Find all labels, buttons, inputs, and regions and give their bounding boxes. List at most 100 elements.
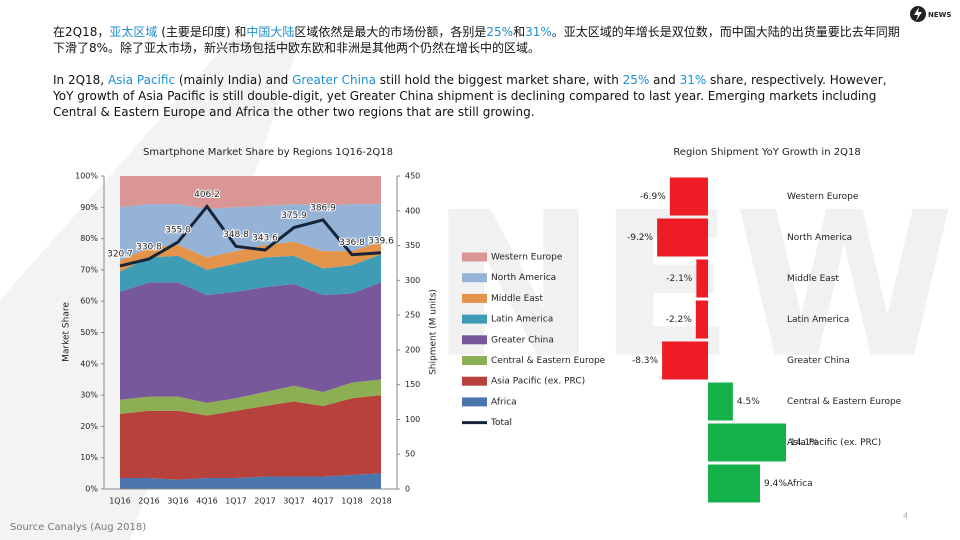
value-label: -6.9% bbox=[640, 192, 667, 202]
text: 和 bbox=[513, 25, 526, 39]
value-label: 355.0 bbox=[165, 226, 191, 236]
area bbox=[120, 254, 381, 295]
y-tick-label: 100% bbox=[75, 172, 98, 181]
bar bbox=[669, 177, 708, 216]
y2-tick-label: 250 bbox=[405, 311, 420, 320]
y-tick-label: 20% bbox=[80, 422, 98, 431]
value-label: 14.1% bbox=[790, 438, 819, 448]
highlight-text: 31% bbox=[679, 73, 707, 87]
source: Source Canalys (Aug 2018) bbox=[10, 522, 146, 533]
logo: NEWS bbox=[928, 11, 951, 19]
highlight-text: 中国大陆 bbox=[246, 25, 295, 39]
value-label: 4.5% bbox=[737, 397, 760, 407]
area bbox=[120, 204, 381, 261]
bar bbox=[708, 423, 786, 462]
y2-tick-label: 450 bbox=[405, 172, 420, 181]
y-tick-label: 80% bbox=[80, 234, 98, 243]
highlight-text: Asia Pacific bbox=[107, 73, 176, 87]
text: In 2Q18, bbox=[53, 73, 108, 87]
highlight-text: 亚太区域 bbox=[109, 25, 158, 39]
y2-tick-label: 50 bbox=[405, 450, 415, 459]
bar bbox=[696, 259, 708, 298]
category-label: Latin America bbox=[787, 315, 849, 325]
text: 区域依然是最大的市场份额，各别是 bbox=[294, 25, 487, 39]
value-label: 9.4% bbox=[764, 479, 787, 489]
text: share, respectively. However, YoY growth… bbox=[53, 73, 887, 119]
category-label: Central & Eastern Europe bbox=[787, 397, 902, 407]
y2-tick-label: 0 bbox=[405, 485, 410, 494]
y-tick-label: 30% bbox=[80, 391, 98, 400]
legend-label: Central & Eastern Europe bbox=[491, 356, 606, 366]
paragraph-zh: 在2Q18，亚太区域 (主要是印度) 和中国大陆区域依然是最大的市场份额，各别是… bbox=[53, 24, 903, 56]
value-label: 339.6 bbox=[368, 236, 394, 246]
y2-tick-label: 350 bbox=[405, 241, 420, 250]
x-tick-label: 1Q16 bbox=[109, 497, 131, 506]
y-tick-label: 70% bbox=[80, 265, 98, 274]
legend-swatch bbox=[462, 252, 487, 262]
y-tick-label: 60% bbox=[80, 297, 98, 306]
legend-label: North America bbox=[491, 273, 556, 283]
paragraph-en: In 2Q18, Asia Pacific (mainly India) and… bbox=[53, 72, 903, 120]
line bbox=[119, 204, 382, 268]
y-tick-label: 90% bbox=[80, 203, 98, 212]
x-tick-label: 2Q16 bbox=[138, 497, 160, 506]
legend-swatch bbox=[462, 397, 487, 407]
legend-label: Greater China bbox=[491, 335, 554, 345]
y2-tick-label: 300 bbox=[405, 276, 420, 285]
y2-tick-label: 100 bbox=[405, 415, 420, 424]
category-label: Greater China bbox=[787, 356, 850, 366]
category-label: Western Europe bbox=[787, 192, 859, 202]
value-label: 406.2 bbox=[194, 190, 220, 200]
category-label: Middle East bbox=[787, 274, 839, 284]
x-tick-label: 2Q17 bbox=[254, 497, 276, 506]
highlight-text: 31% bbox=[525, 25, 552, 39]
y2-tick-label: 150 bbox=[405, 380, 420, 389]
text: 。亚太区域的年增长是双位数，而中国大陆的出货量要比去年同期下滑了8%。除了亚太市… bbox=[53, 25, 900, 55]
category-label: North America bbox=[787, 233, 852, 243]
value-label: 343.6 bbox=[252, 234, 278, 244]
bar bbox=[657, 218, 708, 257]
value-label: -8.3% bbox=[632, 356, 659, 366]
legend-swatch bbox=[462, 356, 487, 365]
y2-tick-label: 200 bbox=[405, 345, 420, 354]
text: (mainly India) and bbox=[175, 73, 293, 87]
legend-label: Middle East bbox=[491, 294, 543, 304]
legend-swatch bbox=[462, 335, 487, 345]
legend-label: Total bbox=[490, 418, 512, 428]
legend-swatch bbox=[462, 293, 487, 303]
y-tick-label: 40% bbox=[80, 359, 98, 368]
category-label: Africa bbox=[787, 479, 813, 489]
area bbox=[120, 282, 381, 403]
text: (主要是印度) 和 bbox=[157, 25, 247, 39]
x-tick-label: 2Q18 bbox=[370, 497, 392, 506]
highlight-text: Greater China bbox=[292, 73, 376, 87]
text: still hold the biggest market share, wit… bbox=[375, 73, 623, 87]
x-tick-label: 1Q17 bbox=[225, 497, 247, 506]
bar bbox=[662, 341, 708, 380]
bar bbox=[708, 464, 760, 503]
area bbox=[120, 176, 381, 209]
legend-swatch bbox=[462, 314, 487, 324]
value-label: 386.9 bbox=[310, 203, 336, 213]
bar bbox=[708, 382, 733, 421]
area bbox=[120, 395, 381, 480]
area bbox=[120, 473, 381, 489]
page-number: 4 bbox=[903, 512, 908, 521]
category-label: Asia Pacific (ex. PRC) bbox=[787, 438, 881, 448]
x-tick-label: 1Q18 bbox=[341, 497, 363, 506]
x-tick-label: 3Q16 bbox=[167, 497, 189, 506]
y2-tick-label: 400 bbox=[405, 206, 420, 215]
value-label: 336.8 bbox=[339, 238, 365, 248]
value-label: 348.8 bbox=[223, 230, 249, 240]
value-label: 330.8 bbox=[136, 242, 162, 252]
area bbox=[120, 379, 381, 416]
highlight-text: 25% bbox=[486, 25, 514, 39]
legend-label: Africa bbox=[491, 397, 517, 407]
value-label: 320.7 bbox=[107, 249, 133, 259]
legend-label: Latin America bbox=[491, 315, 553, 325]
highlight-text: 25% bbox=[622, 73, 650, 87]
y-tick-label: 0% bbox=[85, 485, 98, 494]
y-axis-title: Market Share bbox=[62, 302, 72, 362]
